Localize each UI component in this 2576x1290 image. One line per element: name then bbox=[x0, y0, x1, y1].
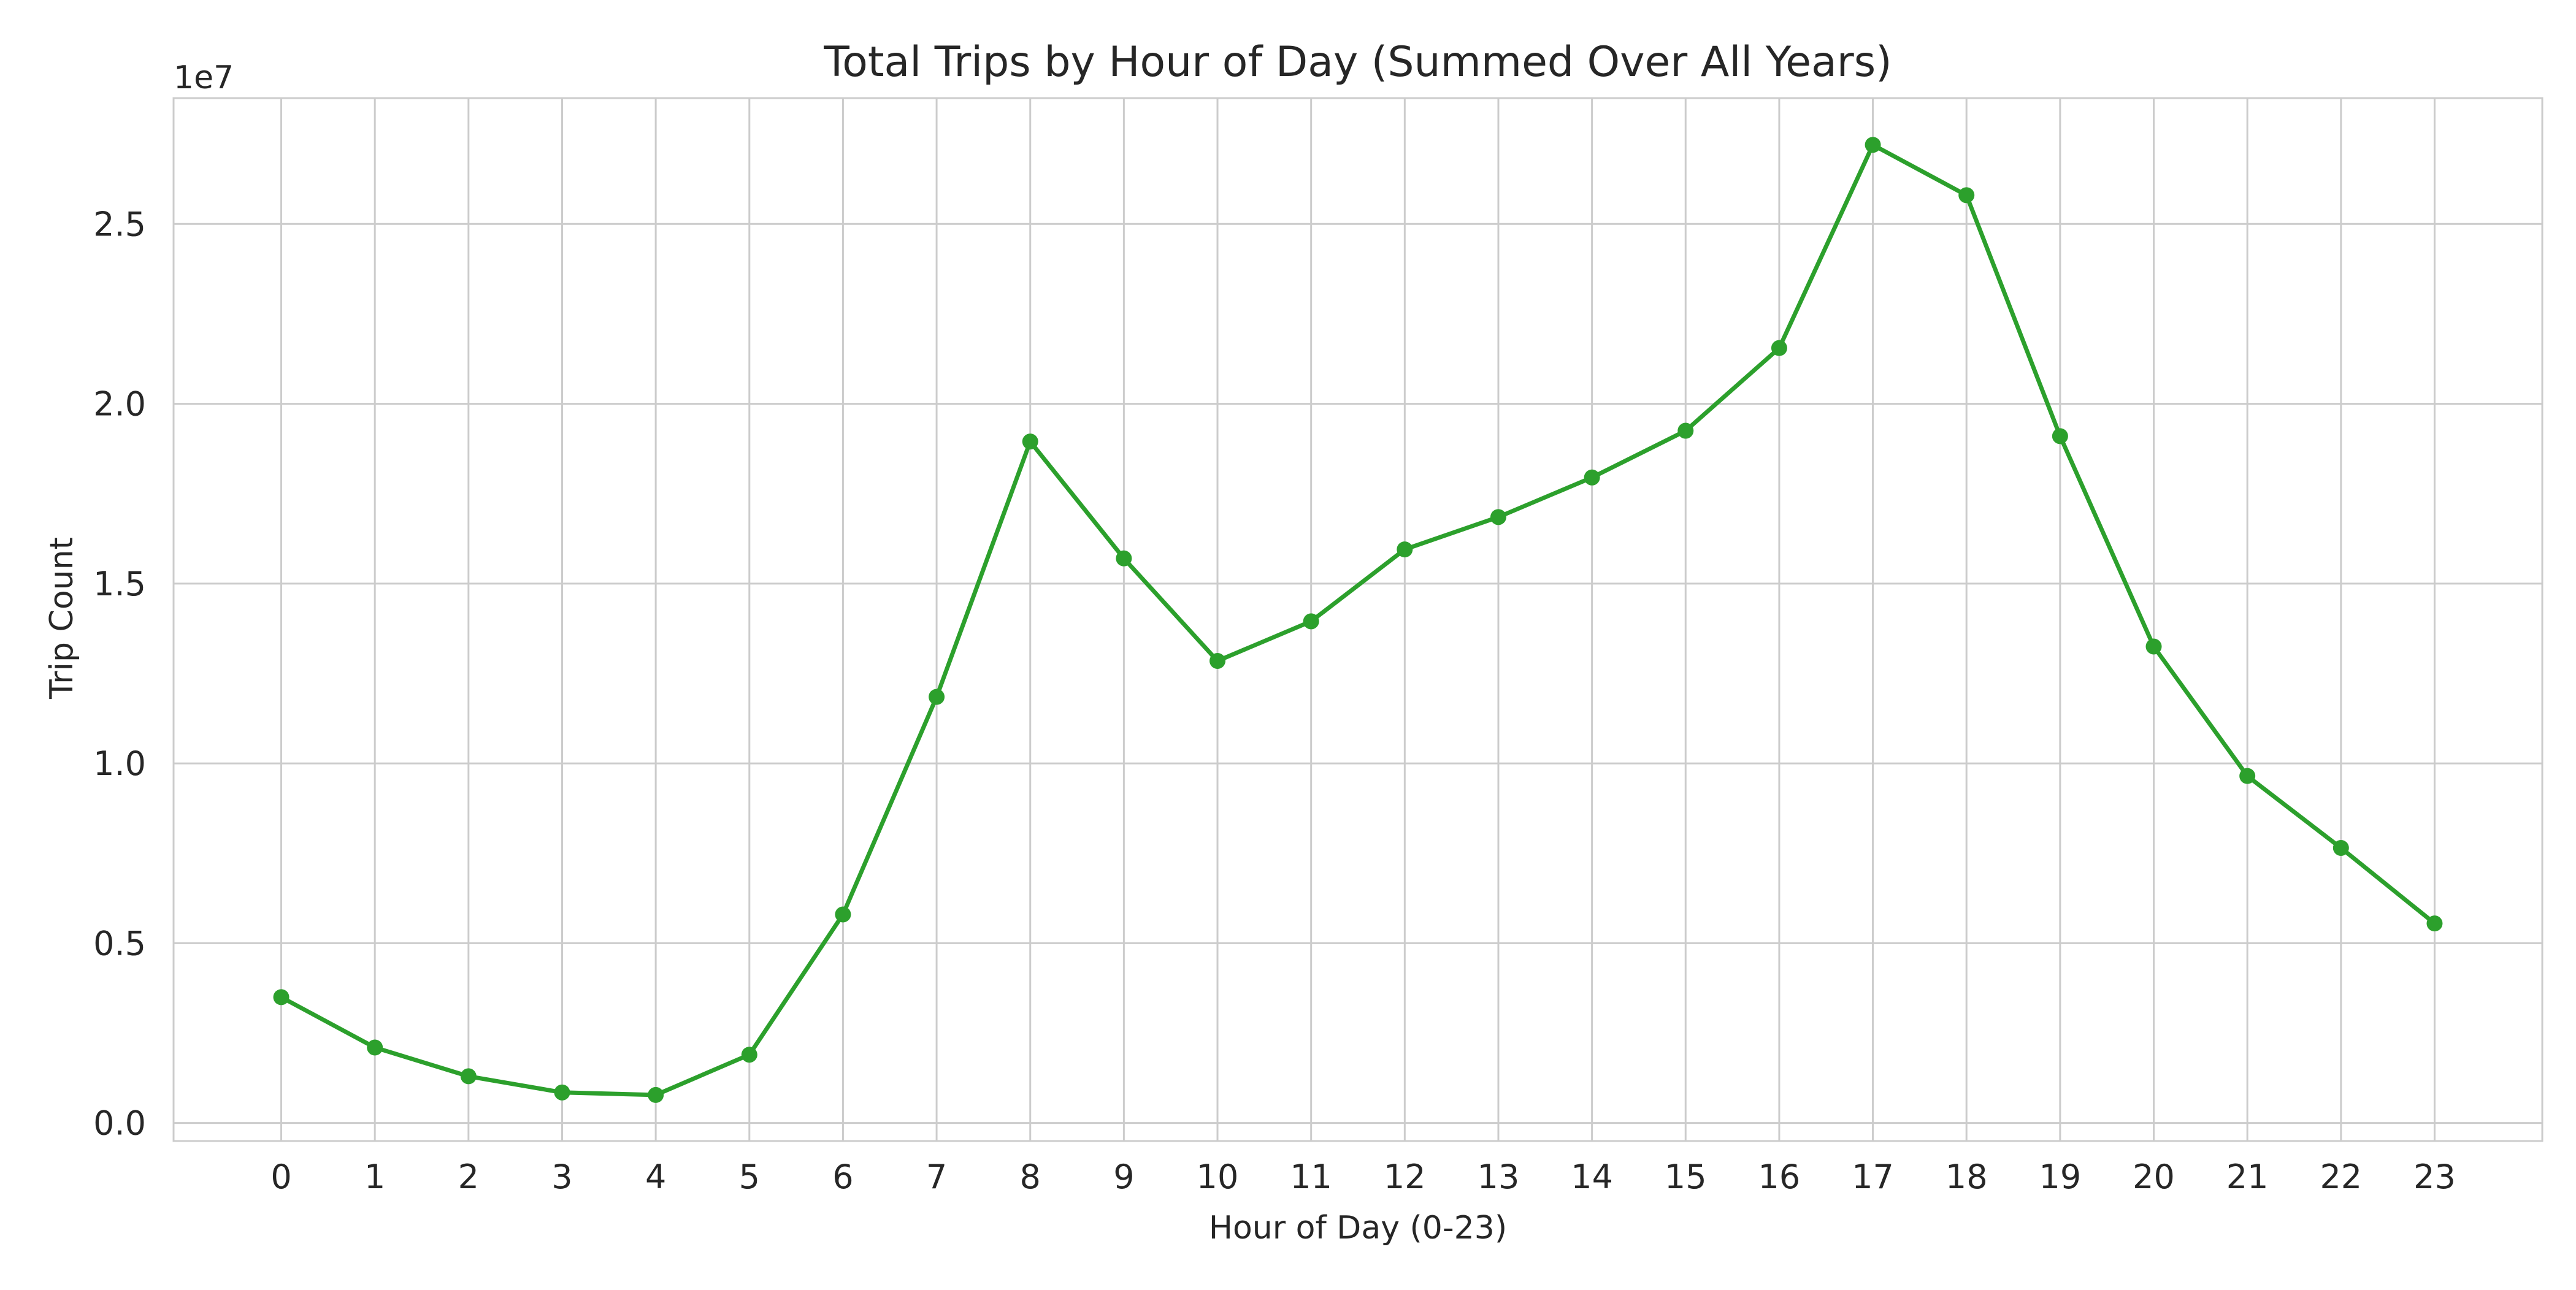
data-point bbox=[1771, 340, 1787, 356]
data-point bbox=[1677, 422, 1694, 439]
series-layer bbox=[273, 137, 2443, 1103]
x-tick-label: 7 bbox=[926, 1158, 947, 1196]
data-point bbox=[2426, 915, 2443, 932]
data-point bbox=[1958, 187, 1975, 204]
x-axis-label: Hour of Day (0-23) bbox=[1209, 1210, 1507, 1246]
x-tick-label: 21 bbox=[2226, 1158, 2269, 1196]
data-point bbox=[1490, 509, 1506, 525]
grid-layer bbox=[174, 98, 2542, 1141]
x-tick-label: 22 bbox=[2320, 1158, 2362, 1196]
x-tick-label: 3 bbox=[551, 1158, 572, 1196]
y-tick-label: 0.0 bbox=[93, 1104, 146, 1143]
x-tick-label: 12 bbox=[1384, 1158, 1426, 1196]
data-point bbox=[2052, 428, 2068, 445]
data-point bbox=[648, 1086, 664, 1103]
x-tick-label: 14 bbox=[1571, 1158, 1613, 1196]
data-point bbox=[367, 1039, 383, 1056]
x-tick-label: 6 bbox=[832, 1158, 853, 1196]
y-tick-label: 2.0 bbox=[93, 385, 146, 424]
x-tick-label: 20 bbox=[2133, 1158, 2175, 1196]
series-line bbox=[280, 142, 2436, 1097]
data-point bbox=[1303, 613, 1319, 630]
data-point bbox=[1209, 652, 1226, 669]
data-point bbox=[929, 689, 945, 705]
y-tick-label: 2.5 bbox=[93, 205, 146, 243]
data-point bbox=[1116, 550, 1132, 567]
x-tick-label: 16 bbox=[1758, 1158, 1801, 1196]
chart-title: Total Trips by Hour of Day (Summed Over … bbox=[823, 38, 1892, 86]
x-tick-label: 0 bbox=[270, 1158, 291, 1196]
x-tick-label: 15 bbox=[1665, 1158, 1707, 1196]
data-point bbox=[2333, 839, 2349, 856]
data-point bbox=[741, 1047, 757, 1063]
x-tick-label: 11 bbox=[1290, 1158, 1332, 1196]
y-tick-label: 0.5 bbox=[93, 924, 146, 963]
data-point bbox=[2145, 638, 2162, 655]
tick-layer: 0 1 2 3 4 5 6 7 8 9 10 11 12 13 14 15 16 17 18 19 20 21 22 230.… bbox=[93, 205, 2456, 1196]
data-point bbox=[835, 906, 851, 923]
x-tick-label: 13 bbox=[1478, 1158, 1520, 1196]
y-axis-label: Trip Count bbox=[44, 537, 80, 700]
data-point bbox=[1865, 137, 1881, 153]
x-tick-label: 17 bbox=[1852, 1158, 1894, 1196]
x-tick-label: 9 bbox=[1113, 1158, 1134, 1196]
x-tick-label: 4 bbox=[645, 1158, 666, 1196]
x-tick-label: 1 bbox=[364, 1158, 385, 1196]
data-point bbox=[273, 989, 289, 1006]
y-tick-label: 1.5 bbox=[93, 565, 146, 603]
x-tick-label: 18 bbox=[1945, 1158, 1988, 1196]
x-tick-label: 23 bbox=[2413, 1158, 2456, 1196]
data-point bbox=[460, 1068, 477, 1085]
x-tick-label: 10 bbox=[1197, 1158, 1239, 1196]
y-offset-text: 1e7 bbox=[174, 59, 234, 96]
data-point bbox=[554, 1084, 570, 1101]
x-tick-label: 5 bbox=[739, 1158, 760, 1196]
data-point bbox=[2239, 768, 2256, 784]
x-tick-label: 8 bbox=[1020, 1158, 1041, 1196]
data-point bbox=[1584, 469, 1600, 486]
plot-area bbox=[172, 97, 2543, 1142]
y-tick-label: 1.0 bbox=[93, 744, 146, 783]
x-tick-label: 19 bbox=[2039, 1158, 2082, 1196]
data-point bbox=[1022, 433, 1038, 450]
data-point bbox=[1397, 541, 1413, 558]
x-tick-label: 2 bbox=[458, 1158, 479, 1196]
